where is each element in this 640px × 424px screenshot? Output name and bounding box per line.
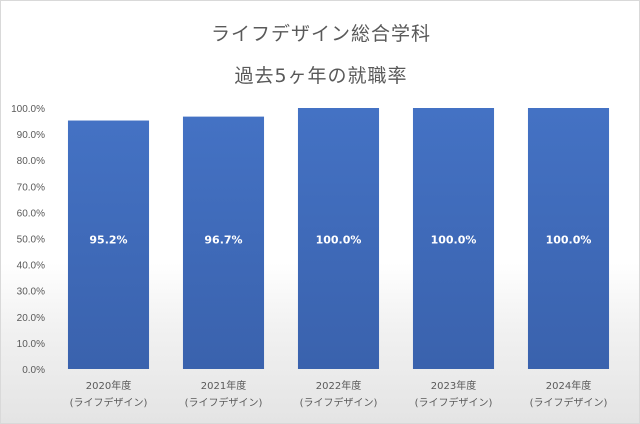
x-category-label: 2020年度 [86, 379, 131, 392]
x-category-label: 2022年度 [316, 379, 361, 392]
bar [67, 120, 150, 369]
y-tick-label: 60.0% [17, 208, 45, 219]
chart-subtitle: 過去5ヶ年の就職率 [234, 65, 408, 87]
x-category-label: 2023年度 [431, 379, 476, 392]
x-category-label: (ライフデザイン) [530, 396, 608, 409]
x-category-label: 2024年度 [546, 379, 591, 392]
data-label: 100.0% [431, 234, 477, 247]
chart-title: ライフデザイン総合学科 [210, 23, 431, 45]
y-tick-label: 80.0% [17, 156, 45, 167]
bar [412, 108, 495, 369]
data-label: 96.7% [204, 234, 242, 247]
x-category-label: (ライフデザイン) [70, 396, 148, 409]
y-tick-label: 10.0% [17, 339, 45, 350]
x-category-label: 2021年度 [201, 379, 246, 392]
x-category-label: (ライフデザイン) [300, 396, 378, 409]
y-tick-label: 50.0% [17, 235, 45, 246]
data-label: 95.2% [89, 234, 127, 247]
y-tick-label: 0.0% [22, 365, 45, 376]
y-tick-label: 90.0% [17, 130, 45, 141]
y-tick-label: 100.0% [11, 104, 45, 115]
y-tick-label: 30.0% [17, 287, 45, 298]
bar [182, 116, 265, 369]
data-label: 100.0% [546, 234, 592, 247]
y-tick-label: 20.0% [17, 313, 45, 324]
bar [527, 108, 610, 369]
y-tick-label: 70.0% [17, 182, 45, 193]
bar [297, 108, 380, 369]
data-label: 100.0% [316, 234, 362, 247]
y-tick-label: 40.0% [17, 261, 45, 272]
x-category-label: (ライフデザイン) [185, 396, 263, 409]
x-category-label: (ライフデザイン) [415, 396, 493, 409]
